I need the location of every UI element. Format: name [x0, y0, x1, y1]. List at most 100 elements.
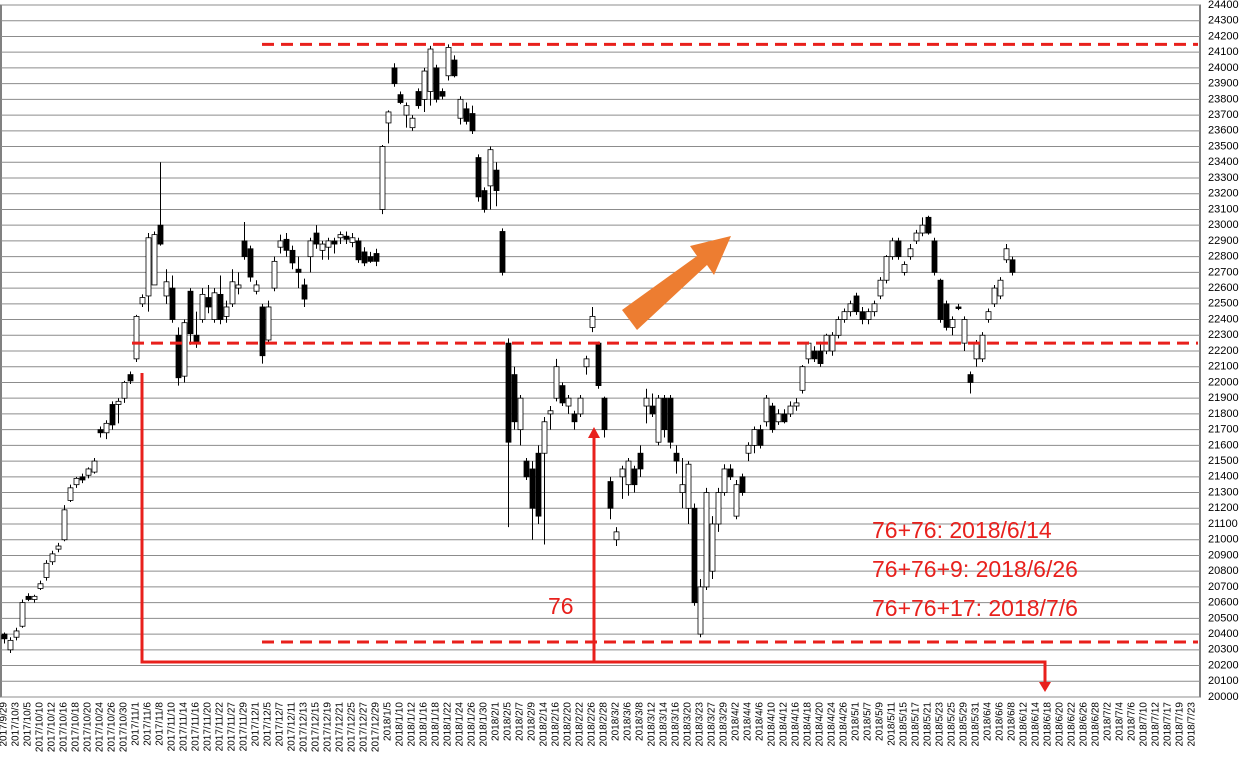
- candle-body: [583, 358, 590, 368]
- candle-body: [415, 91, 422, 107]
- y-tick-label: 20100: [1208, 675, 1239, 687]
- x-tick-label: 2017/12/15: [311, 702, 322, 752]
- x-tick-label: 2018/6/20: [1055, 702, 1066, 747]
- candle-body: [499, 231, 506, 273]
- y-tick-label: 23200: [1208, 188, 1239, 200]
- candle-body: [859, 311, 866, 320]
- x-tick-label: 2017/11/1: [131, 702, 142, 746]
- x-tick-label: 2018/6/14: [1031, 702, 1042, 747]
- y-tick-label: 20500: [1208, 612, 1239, 624]
- arrow-head: [588, 427, 600, 438]
- x-tick-label: 2017/10/3: [11, 702, 22, 747]
- candle-body: [673, 452, 680, 462]
- candle-body: [223, 306, 230, 317]
- candle-body: [835, 319, 842, 336]
- candle-body: [847, 303, 854, 313]
- x-tick-label: 2017/11/6: [143, 702, 154, 746]
- candle-body: [817, 350, 824, 364]
- x-tick-label: 2017/9/29: [0, 702, 10, 747]
- annotation: 76+76+17: 2018/7/6: [872, 595, 1078, 621]
- x-tick-label: 2018/6/18: [1043, 702, 1054, 747]
- candle-body: [355, 240, 362, 261]
- y-tick-label: 23700: [1208, 109, 1239, 121]
- x-tick-label: 2018/4/6: [755, 702, 766, 741]
- x-tick-label: 2018/3/29: [719, 702, 730, 747]
- x-tick-label: 2018/7/10: [1139, 702, 1150, 747]
- candle-body: [703, 492, 710, 588]
- x-tick-label: 2018/3/8: [635, 702, 646, 741]
- candle-body: [979, 334, 986, 360]
- candle-body: [1, 633, 8, 640]
- y-tick-label: 21300: [1208, 486, 1239, 498]
- y-tick-label: 21200: [1208, 502, 1239, 514]
- y-tick-label: 21500: [1208, 455, 1239, 467]
- y-tick-label: 23300: [1208, 172, 1239, 184]
- x-tick-label: 2017/10/12: [47, 702, 58, 752]
- y-tick-label: 21100: [1208, 518, 1238, 530]
- candle-body: [433, 67, 440, 100]
- candle-body: [667, 397, 674, 443]
- y-tick-label: 24200: [1208, 30, 1239, 42]
- candle-body: [793, 402, 800, 407]
- candle-body: [709, 523, 716, 572]
- candle-body: [913, 232, 920, 242]
- candle-body: [997, 279, 1004, 297]
- candle-body: [55, 545, 62, 550]
- candle-body: [301, 284, 308, 300]
- x-tick-label: 2018/3/12: [647, 702, 658, 747]
- candle-body: [295, 268, 302, 273]
- x-tick-label: 2017/11/10: [167, 702, 178, 752]
- candle-body: [805, 342, 812, 360]
- y-tick-label: 21000: [1208, 534, 1239, 546]
- x-tick-label: 2018/5/7: [863, 702, 874, 741]
- candle-body: [61, 509, 68, 541]
- x-tick-label: 2018/7/4: [1115, 702, 1126, 741]
- candle-body: [457, 98, 464, 119]
- candle-body: [337, 234, 344, 239]
- x-tick-label: 2018/7/2: [1103, 702, 1114, 741]
- candle-body: [571, 413, 578, 423]
- candle-body: [511, 374, 518, 423]
- x-tick-label: 2018/5/31: [971, 702, 982, 747]
- x-tick-label: 2018/4/10: [767, 702, 778, 747]
- candle-body: [349, 237, 356, 243]
- y-tick-label: 22200: [1208, 345, 1239, 357]
- candle-body: [613, 531, 620, 541]
- y-tick-label: 22000: [1208, 376, 1239, 388]
- candle-body: [241, 240, 248, 258]
- x-tick-label: 2018/7/12: [1151, 702, 1162, 747]
- candle-body: [943, 303, 950, 328]
- candle-body: [949, 319, 956, 328]
- y-tick-label: 23900: [1208, 78, 1239, 90]
- candle-body: [145, 237, 152, 297]
- candle-body: [409, 117, 416, 129]
- x-tick-label: 2017/11/14: [179, 702, 190, 752]
- candle-body: [235, 284, 242, 289]
- x-tick-label: 2018/1/5: [383, 702, 394, 741]
- candle-body: [247, 248, 254, 278]
- y-tick-label: 21600: [1208, 439, 1239, 451]
- x-tick-label: 2017/10/5: [23, 702, 34, 747]
- x-tick-label: 2018/2/5: [503, 702, 514, 741]
- candle-body: [253, 284, 260, 292]
- candle-body: [967, 374, 974, 383]
- x-tick-label: 2018/3/20: [683, 702, 694, 747]
- x-tick-label: 2018/5/29: [959, 702, 970, 747]
- x-tick-label: 2018/4/4: [743, 702, 754, 741]
- x-tick-label: 2018/2/28: [599, 702, 610, 747]
- candle-body: [373, 253, 380, 262]
- candle-body: [763, 397, 770, 423]
- candle-body: [685, 463, 692, 509]
- x-tick-label: 2018/5/9: [875, 702, 886, 741]
- y-tick-label: 24100: [1208, 46, 1239, 58]
- candle-body: [553, 366, 560, 399]
- candle-body: [529, 468, 536, 509]
- candle-body: [619, 468, 626, 478]
- y-tick-label: 24400: [1208, 0, 1239, 11]
- x-tick-label: 2018/2/20: [563, 702, 574, 747]
- candle-body: [31, 595, 38, 600]
- x-tick-label: 2018/2/26: [587, 702, 598, 747]
- x-tick-label: 2018/3/14: [659, 702, 670, 747]
- y-tick-label: 22900: [1208, 235, 1239, 247]
- x-tick-label: 2018/3/2: [611, 702, 622, 741]
